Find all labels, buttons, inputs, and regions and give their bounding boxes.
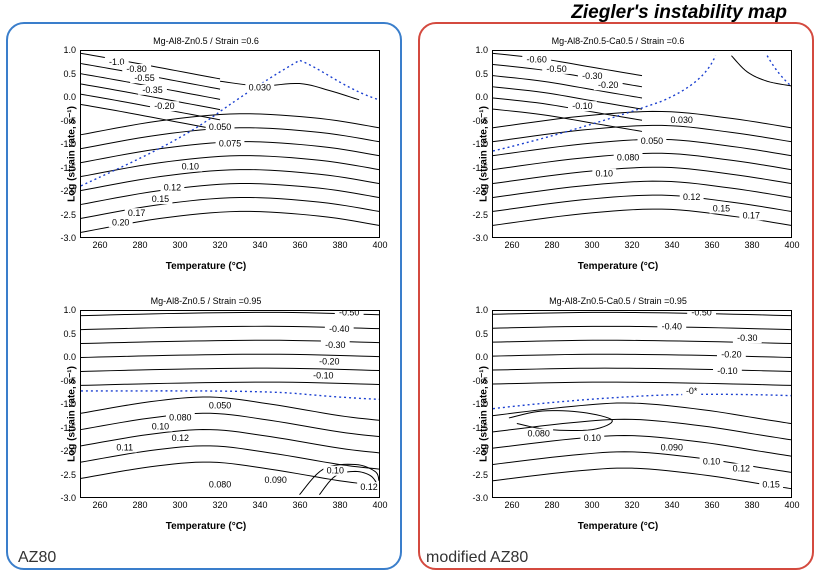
page-title: Ziegler's instability map [571,2,787,24]
svg-text:0.10: 0.10 [152,422,169,432]
svg-text:0.15: 0.15 [713,203,730,213]
svg-text:-0.10: -0.10 [313,370,333,380]
svg-text:0.030: 0.030 [249,83,271,93]
svg-text:0.11: 0.11 [116,443,133,453]
svg-text:0.090: 0.090 [265,475,287,485]
x-ticks: 260280300320340360380400 [492,240,792,254]
svg-text:-0.50: -0.50 [546,64,566,74]
group-label-right: modified AZ80 [426,549,528,567]
svg-text:0.12: 0.12 [733,463,750,473]
svg-text:-0.20: -0.20 [154,101,174,111]
chart-a80_s095: Mg-Al8-Zn0.5 / Strain =0.95Log (strain r… [26,294,386,534]
svg-text:-0.10: -0.10 [572,101,592,111]
svg-text:-0.55: -0.55 [134,73,154,83]
svg-text:0.12: 0.12 [172,433,189,443]
svg-text:0.030: 0.030 [671,115,693,125]
chart-ma80_s06: Mg-Al8-Zn0.5-Ca0.5 / Strain =0.6Log (str… [438,34,798,274]
svg-text:-0.20: -0.20 [721,350,741,360]
svg-text:-0.20: -0.20 [598,80,618,90]
y-ticks: 1.00.50.0-0.5-1.0-1.5-2.0-2.5-3.0 [56,50,78,238]
x-ticks: 260280300320340360380400 [80,240,380,254]
svg-text:0.10: 0.10 [327,466,344,476]
x-ticks: 260280300320340360380400 [80,500,380,514]
svg-text:0.080: 0.080 [528,429,550,439]
svg-text:0.050: 0.050 [641,136,663,146]
plot-area: -0.50-0.40-0.30-0.20-0.100.0500.0800.100… [80,310,380,498]
x-ticks: 260280300320340360380400 [492,500,792,514]
svg-text:0.10: 0.10 [596,169,613,179]
svg-text:0.080: 0.080 [169,412,191,422]
svg-text:0.10: 0.10 [584,433,601,443]
plot-area: -0.60-0.50-0.30-0.20-0.100.0300.0500.080… [492,50,792,238]
svg-text:0.17: 0.17 [743,210,760,220]
svg-text:0.080: 0.080 [209,480,231,490]
svg-text:-0.50: -0.50 [339,311,359,318]
plot-title: Mg-Al8-Zn0.5 / Strain =0.6 [26,36,386,46]
panel-modified-az80: Mg-Al8-Zn0.5-Ca0.5 / Strain =0.6Log (str… [418,22,814,570]
svg-text:0.10: 0.10 [703,456,720,466]
y-ticks: 1.00.50.0-0.5-1.0-1.5-2.0-2.5-3.0 [468,310,490,498]
svg-text:0.17: 0.17 [128,208,145,218]
svg-text:-0.30: -0.30 [325,340,345,350]
group-label-left: AZ80 [18,549,56,567]
svg-text:0.075: 0.075 [219,138,241,148]
svg-text:0.090: 0.090 [661,443,683,453]
svg-text:-0.20: -0.20 [319,356,339,366]
svg-text:0.15: 0.15 [152,194,169,204]
svg-text:0.12: 0.12 [164,183,181,193]
plot-area: -1.0-0.80-0.55-0.35-0.200.0300.0500.0750… [80,50,380,238]
y-ticks: 1.00.50.0-0.5-1.0-1.5-2.0-2.5-3.0 [468,50,490,238]
y-ticks: 1.00.50.0-0.5-1.0-1.5-2.0-2.5-3.0 [56,310,78,498]
svg-text:-0.50: -0.50 [691,311,711,318]
plot-title: Mg-Al8-Zn0.5-Ca0.5 / Strain =0.6 [438,36,798,46]
x-axis-label: Temperature (°C) [438,261,798,272]
svg-text:0.050: 0.050 [209,401,231,411]
svg-text:-0.35: -0.35 [142,85,162,95]
x-axis-label: Temperature (°C) [26,261,386,272]
svg-text:-0.60: -0.60 [527,55,547,65]
chart-ma80_s095: Mg-Al8-Zn0.5-Ca0.5 / Strain =0.95Log (st… [438,294,798,534]
svg-text:-1.0: -1.0 [109,57,124,67]
plot-title: Mg-Al8-Zn0.5 / Strain =0.95 [26,296,386,306]
svg-text:0.12: 0.12 [683,192,700,202]
plot-area: -0.50 -0.40 -0.30 -0.20 -0.10 -0* 0.080 0.10 0.0… [492,310,792,498]
svg-text:0.15: 0.15 [762,480,779,490]
svg-text:-0.10: -0.10 [717,366,737,376]
svg-text:-0.40: -0.40 [329,324,349,334]
svg-text:0.050: 0.050 [209,122,231,132]
svg-text:0.10: 0.10 [182,162,199,172]
x-axis-label: Temperature (°C) [438,521,798,532]
svg-text:-0*: -0* [686,386,698,396]
plot-title: Mg-Al8-Zn0.5-Ca0.5 / Strain =0.95 [438,296,798,306]
svg-text:-0.40: -0.40 [662,322,682,332]
panel-az80: Mg-Al8-Zn0.5 / Strain =0.6Log (strain ra… [6,22,402,570]
svg-text:0.080: 0.080 [617,152,639,162]
svg-text:-0.30: -0.30 [737,333,757,343]
chart-a80_s06: Mg-Al8-Zn0.5 / Strain =0.6Log (strain ra… [26,34,386,274]
x-axis-label: Temperature (°C) [26,521,386,532]
svg-text:0.20: 0.20 [112,217,129,227]
svg-text:0.12: 0.12 [360,482,377,492]
